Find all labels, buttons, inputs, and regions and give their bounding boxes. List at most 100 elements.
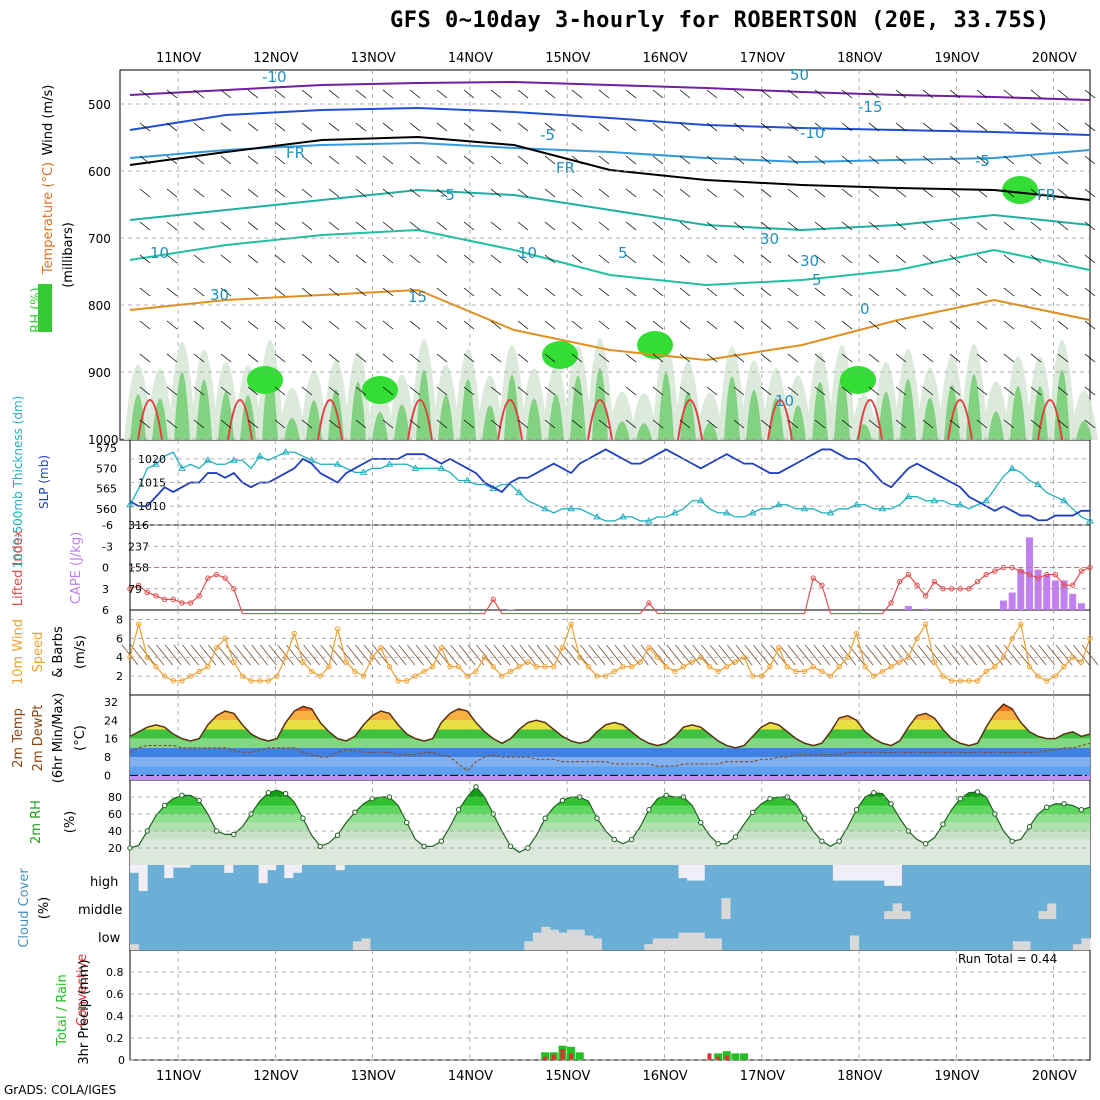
wind-barb [787, 188, 799, 198]
wind-barb [706, 122, 718, 132]
wind-barb [760, 320, 772, 330]
wind-barb [139, 287, 151, 297]
rh-point [646, 807, 652, 813]
wind-barb [571, 89, 583, 99]
rh-point [421, 843, 427, 849]
wind-barb [652, 287, 664, 297]
wind-tick: 8 [116, 613, 123, 626]
wind-barb [787, 353, 799, 363]
wind-barb [908, 644, 926, 666]
rh-point [594, 815, 600, 821]
cloud-low-cell [541, 926, 551, 950]
thickness-tick: 560 [96, 503, 117, 516]
lifted-index-point [1087, 564, 1093, 571]
cloud-low-cell [1012, 941, 1022, 950]
rh-blob [850, 394, 878, 440]
wind-barb [1003, 419, 1015, 429]
wind-barb [652, 386, 664, 396]
date-label-top: 18NOV [837, 51, 882, 66]
wind-speed-point [1009, 635, 1015, 642]
rh-band [130, 805, 1090, 814]
wind-barb [409, 155, 421, 165]
wind-barb [274, 122, 286, 132]
wind-barb [922, 155, 934, 165]
wind-barb [679, 188, 691, 198]
rh-blob [482, 405, 498, 440]
wind-barb [841, 386, 853, 396]
wind-barb [787, 122, 799, 132]
wind-barb [139, 386, 151, 396]
wind-barb [164, 644, 182, 666]
wind-barb [1030, 188, 1042, 198]
wind-barb [436, 221, 448, 231]
wind-tick: 6 [116, 632, 123, 645]
wind-barb [355, 353, 367, 363]
wind-barb [571, 320, 583, 330]
wind-speed-point [205, 663, 211, 670]
wind-barb [463, 287, 475, 297]
wind-barb [328, 287, 340, 297]
precip-label: Total / Rain [55, 974, 70, 1047]
wind-barb [922, 386, 934, 396]
wind-speed-point [793, 668, 799, 675]
wind-barb [976, 320, 988, 330]
wind-barb [597, 644, 614, 666]
wind-barb [895, 221, 907, 231]
lifted-index-point [1026, 571, 1033, 578]
wind-barb [220, 287, 232, 297]
wind-barb [949, 122, 961, 132]
wind-speed-point [352, 668, 358, 675]
lifted-index-point [905, 571, 912, 578]
wind-barb [1029, 644, 1047, 666]
rh-blob [460, 379, 476, 440]
wind-barb [147, 644, 165, 666]
wind-speed-point [525, 659, 531, 665]
cape-bar [1069, 593, 1077, 610]
date-label-bottom: 20NOV [1032, 1069, 1077, 1084]
rh-blob [768, 398, 784, 440]
rh-blob [922, 397, 938, 440]
lifted-index-point [974, 578, 981, 585]
rh-blob [350, 382, 366, 440]
thickness-point [904, 492, 913, 500]
wind-barb [652, 320, 664, 330]
wind-barb [760, 353, 772, 363]
rh-point [836, 838, 842, 844]
date-label-bottom: 19NOV [934, 1069, 979, 1084]
wind-barb [1057, 122, 1069, 132]
wind-barb [706, 221, 718, 231]
cloud-low-cell [1072, 944, 1082, 950]
rh-blob [438, 394, 454, 440]
thickness-point [670, 508, 679, 516]
wind-barb [193, 419, 205, 429]
wind-barb [436, 386, 448, 396]
contour-label: 10 [775, 392, 794, 410]
wind-barb [320, 644, 338, 666]
wind-barb [554, 644, 571, 666]
wind-barb [895, 188, 907, 198]
wind-barb [247, 320, 259, 330]
wind-barb [977, 644, 995, 666]
wind-barb [951, 644, 969, 666]
wind-barb [733, 353, 745, 363]
wind-barb [814, 221, 826, 231]
cloud-low-cell [652, 938, 662, 950]
rh-point [715, 841, 721, 847]
wind-barb [1003, 188, 1015, 198]
precip-tick: 0 [118, 1054, 125, 1067]
wind-speed-point [966, 678, 972, 684]
precip-frame [129, 949, 1091, 1061]
wind-speed-point [378, 645, 384, 651]
date-label-top: 12NOV [253, 51, 298, 66]
wind-barb [311, 644, 329, 666]
wind-speed-point [369, 654, 375, 660]
rh-blob [724, 376, 740, 440]
wind-barb [1003, 155, 1015, 165]
wind-speed-point [308, 668, 315, 675]
wind-barb [1030, 287, 1042, 297]
wind-barb [517, 89, 529, 99]
wind-barb [679, 320, 691, 330]
wind-barb [882, 644, 900, 666]
wind-speed-point [326, 663, 332, 670]
wind-barb [346, 644, 364, 666]
